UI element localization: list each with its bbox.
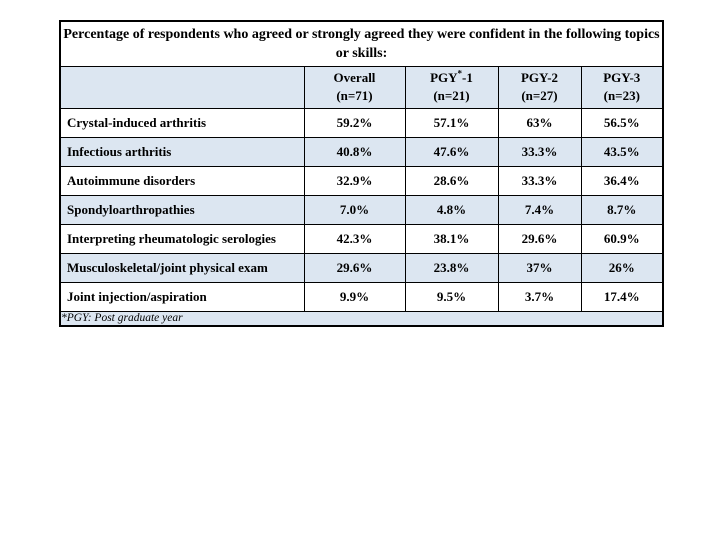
column-asterisk: *: [457, 68, 463, 79]
column-header-row: Overall (n=71) PGY*-1 (n=21) PGY-2 (n=27) PGY-…: [59, 65, 664, 109]
table-footnote: *PGY: Post graduate year: [59, 310, 664, 327]
cell-value: 23.8%: [404, 252, 499, 283]
cell-value: 26%: [580, 252, 664, 283]
cell-value: 59.2%: [303, 107, 406, 138]
cell-value: 36.4%: [580, 165, 664, 196]
table-row: Crystal-induced arthritis 59.2% 57.1% 63…: [59, 107, 664, 138]
cell-value: 8.7%: [580, 194, 664, 225]
cell-value: 56.5%: [580, 107, 664, 138]
column-header-cell: PGY*-1 (n=21): [404, 65, 499, 109]
table-row: Musculoskeletal/joint physical exam 29.6…: [59, 252, 664, 283]
column-name: PGY-3: [603, 70, 641, 85]
column-header-cell: Overall (n=71): [303, 65, 406, 109]
cell-value: 60.9%: [580, 223, 664, 254]
cell-value: 29.6%: [497, 223, 582, 254]
cell-value: 4.8%: [404, 194, 499, 225]
column-header-cell: PGY-3 (n=23): [580, 65, 664, 109]
cell-value: 63%: [497, 107, 582, 138]
cell-value: 43.5%: [580, 136, 664, 167]
table-row: Autoimmune disorders 32.9% 28.6% 33.3% 3…: [59, 165, 664, 196]
column-n: (n=21): [433, 88, 470, 103]
column-name: PGY: [430, 70, 458, 85]
cell-value: 17.4%: [580, 281, 664, 312]
table-row: Joint injection/aspiration 9.9% 9.5% 3.7…: [59, 281, 664, 312]
cell-value: 32.9%: [303, 165, 406, 196]
column-n: (n=23): [603, 88, 640, 103]
footnote-row: *PGY: Post graduate year: [59, 310, 664, 327]
cell-value: 42.3%: [303, 223, 406, 254]
empty-header-cell: [59, 65, 305, 109]
table-row: Interpreting rheumatologic serologies 42…: [59, 223, 664, 254]
title-row: Percentage of respondents who agreed or …: [59, 20, 664, 67]
cell-value: 57.1%: [404, 107, 499, 138]
cell-value: 9.5%: [404, 281, 499, 312]
cell-value: 7.4%: [497, 194, 582, 225]
row-label: Autoimmune disorders: [59, 165, 305, 196]
column-n: (n=27): [521, 88, 558, 103]
confidence-table: Percentage of respondents who agreed or …: [59, 20, 665, 327]
column-name-rest: -1: [462, 70, 473, 85]
column-n: (n=71): [336, 88, 373, 103]
column-name: Overall: [333, 70, 376, 85]
cell-value: 47.6%: [404, 136, 499, 167]
cell-value: 33.3%: [497, 136, 582, 167]
cell-value: 33.3%: [497, 165, 582, 196]
row-label: Crystal-induced arthritis: [59, 107, 305, 138]
cell-value: 38.1%: [404, 223, 499, 254]
cell-value: 28.6%: [404, 165, 499, 196]
cell-value: 40.8%: [303, 136, 406, 167]
row-label: Musculoskeletal/joint physical exam: [59, 252, 305, 283]
cell-value: 29.6%: [303, 252, 406, 283]
cell-value: 3.7%: [497, 281, 582, 312]
confidence-table-wrapper: Percentage of respondents who agreed or …: [59, 20, 665, 327]
table-body: Crystal-induced arthritis 59.2% 57.1% 63…: [59, 107, 664, 312]
column-header-cell: PGY-2 (n=27): [497, 65, 582, 109]
cell-value: 37%: [497, 252, 582, 283]
column-name: PGY-2: [520, 70, 559, 85]
row-label: Infectious arthritis: [59, 136, 305, 167]
row-label: Joint injection/aspiration: [59, 281, 305, 312]
cell-value: 7.0%: [303, 194, 406, 225]
row-label: Interpreting rheumatologic serologies: [59, 223, 305, 254]
row-label: Spondyloarthropathies: [59, 194, 305, 225]
table-title: Percentage of respondents who agreed or …: [59, 20, 664, 67]
cell-value: 9.9%: [303, 281, 406, 312]
table-row: Infectious arthritis 40.8% 47.6% 33.3% 4…: [59, 136, 664, 167]
table-row: Spondyloarthropathies 7.0% 4.8% 7.4% 8.7…: [59, 194, 664, 225]
